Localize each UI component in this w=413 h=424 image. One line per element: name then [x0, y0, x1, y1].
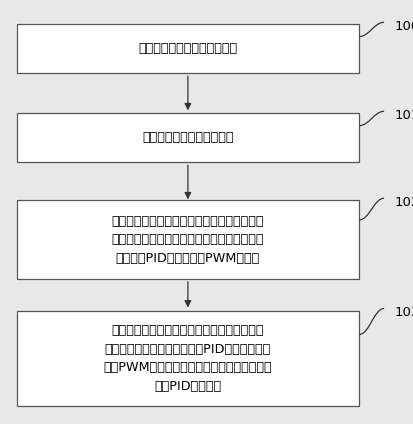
FancyBboxPatch shape — [17, 200, 359, 279]
FancyBboxPatch shape — [17, 310, 359, 406]
Text: 根据电子节气门当前开度与目标开度之间的差
值的绝对值，选择对应的增量PID调节方式，以
所述PWM起点值对所述电子节气门的当前开度
进行PID增量调节: 根据电子节气门当前开度与目标开度之间的差 值的绝对值，选择对应的增量PID调节方… — [104, 324, 272, 393]
Text: 设置电子节气门平衡阻力曲线: 设置电子节气门平衡阻力曲线 — [138, 42, 237, 55]
FancyBboxPatch shape — [17, 24, 359, 73]
Text: 101: 101 — [394, 109, 413, 122]
FancyBboxPatch shape — [17, 113, 359, 162]
Text: 根据电子节气门当前开度和目标开度之间的差
值，在所述设置的电子节气门平衡阻力曲线上
选择进行PID增量调节的PWM起点值: 根据电子节气门当前开度和目标开度之间的差 值，在所述设置的电子节气门平衡阻力曲线… — [112, 215, 264, 265]
Text: 检测电子节气门的当前开度: 检测电子节气门的当前开度 — [142, 131, 234, 144]
Text: 102: 102 — [394, 196, 413, 209]
Text: 103: 103 — [394, 306, 413, 319]
Text: 100: 100 — [394, 20, 413, 33]
